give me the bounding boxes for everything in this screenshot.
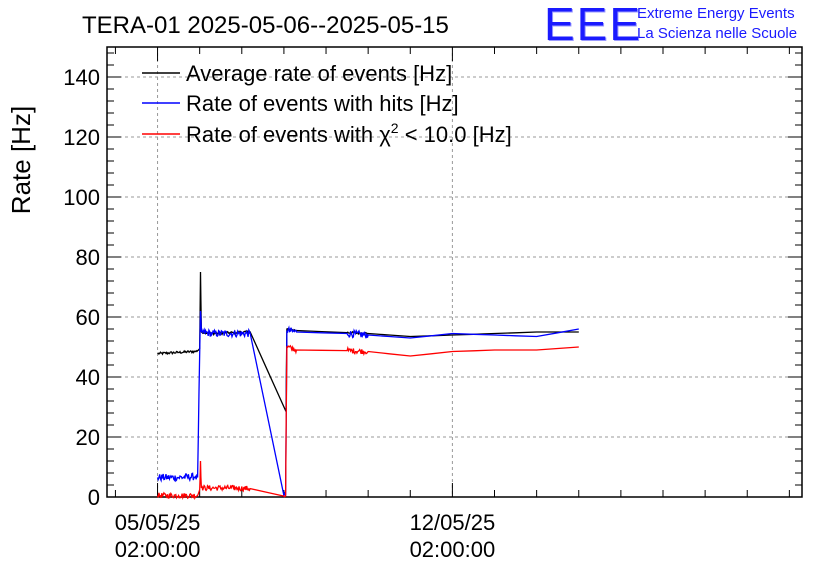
logo-line-1: Extreme Energy Events — [637, 5, 795, 22]
series-line-chi2 — [156, 344, 579, 501]
x-tick-label-date: 05/05/25 — [115, 510, 201, 535]
y-tick-label: 100 — [63, 185, 100, 210]
legend-label: Rate of events with hits [Hz] — [186, 91, 459, 116]
y-tick-label: 120 — [63, 125, 100, 150]
legend-label: Average rate of events [Hz] — [186, 61, 452, 86]
chart-title: TERA-01 2025-05-06--2025-05-15 — [82, 12, 449, 39]
y-tick-label: 80 — [76, 245, 100, 270]
legend: Average rate of events [Hz] Rate of event… — [142, 61, 512, 147]
series-line-hits — [156, 310, 579, 498]
y-tick-label: 40 — [76, 365, 100, 390]
y-tick-label: 60 — [76, 305, 100, 330]
plot-frame — [106, 46, 803, 498]
eee-logo-text: Extreme Energy Events La Scienza nelle S… — [637, 4, 797, 44]
x-tick-label-date: 12/05/25 — [410, 510, 496, 535]
eee-logo-mark: EEE — [544, 0, 643, 50]
logo-line-2: La Scienza nelle Scuole — [637, 25, 798, 42]
y-tick-label: 0 — [88, 485, 100, 510]
y-axis-label: Rate [Hz] — [6, 106, 36, 214]
x-tick-label-time: 02:00:00 — [115, 537, 201, 562]
x-tick-label-time: 02:00:00 — [410, 537, 496, 562]
legend-label: Rate of events with χ2 < 10.0 [Hz] — [186, 120, 512, 147]
series-line-average — [157, 271, 579, 412]
y-tick-label: 20 — [76, 425, 100, 450]
y-tick-label: 140 — [63, 65, 100, 90]
